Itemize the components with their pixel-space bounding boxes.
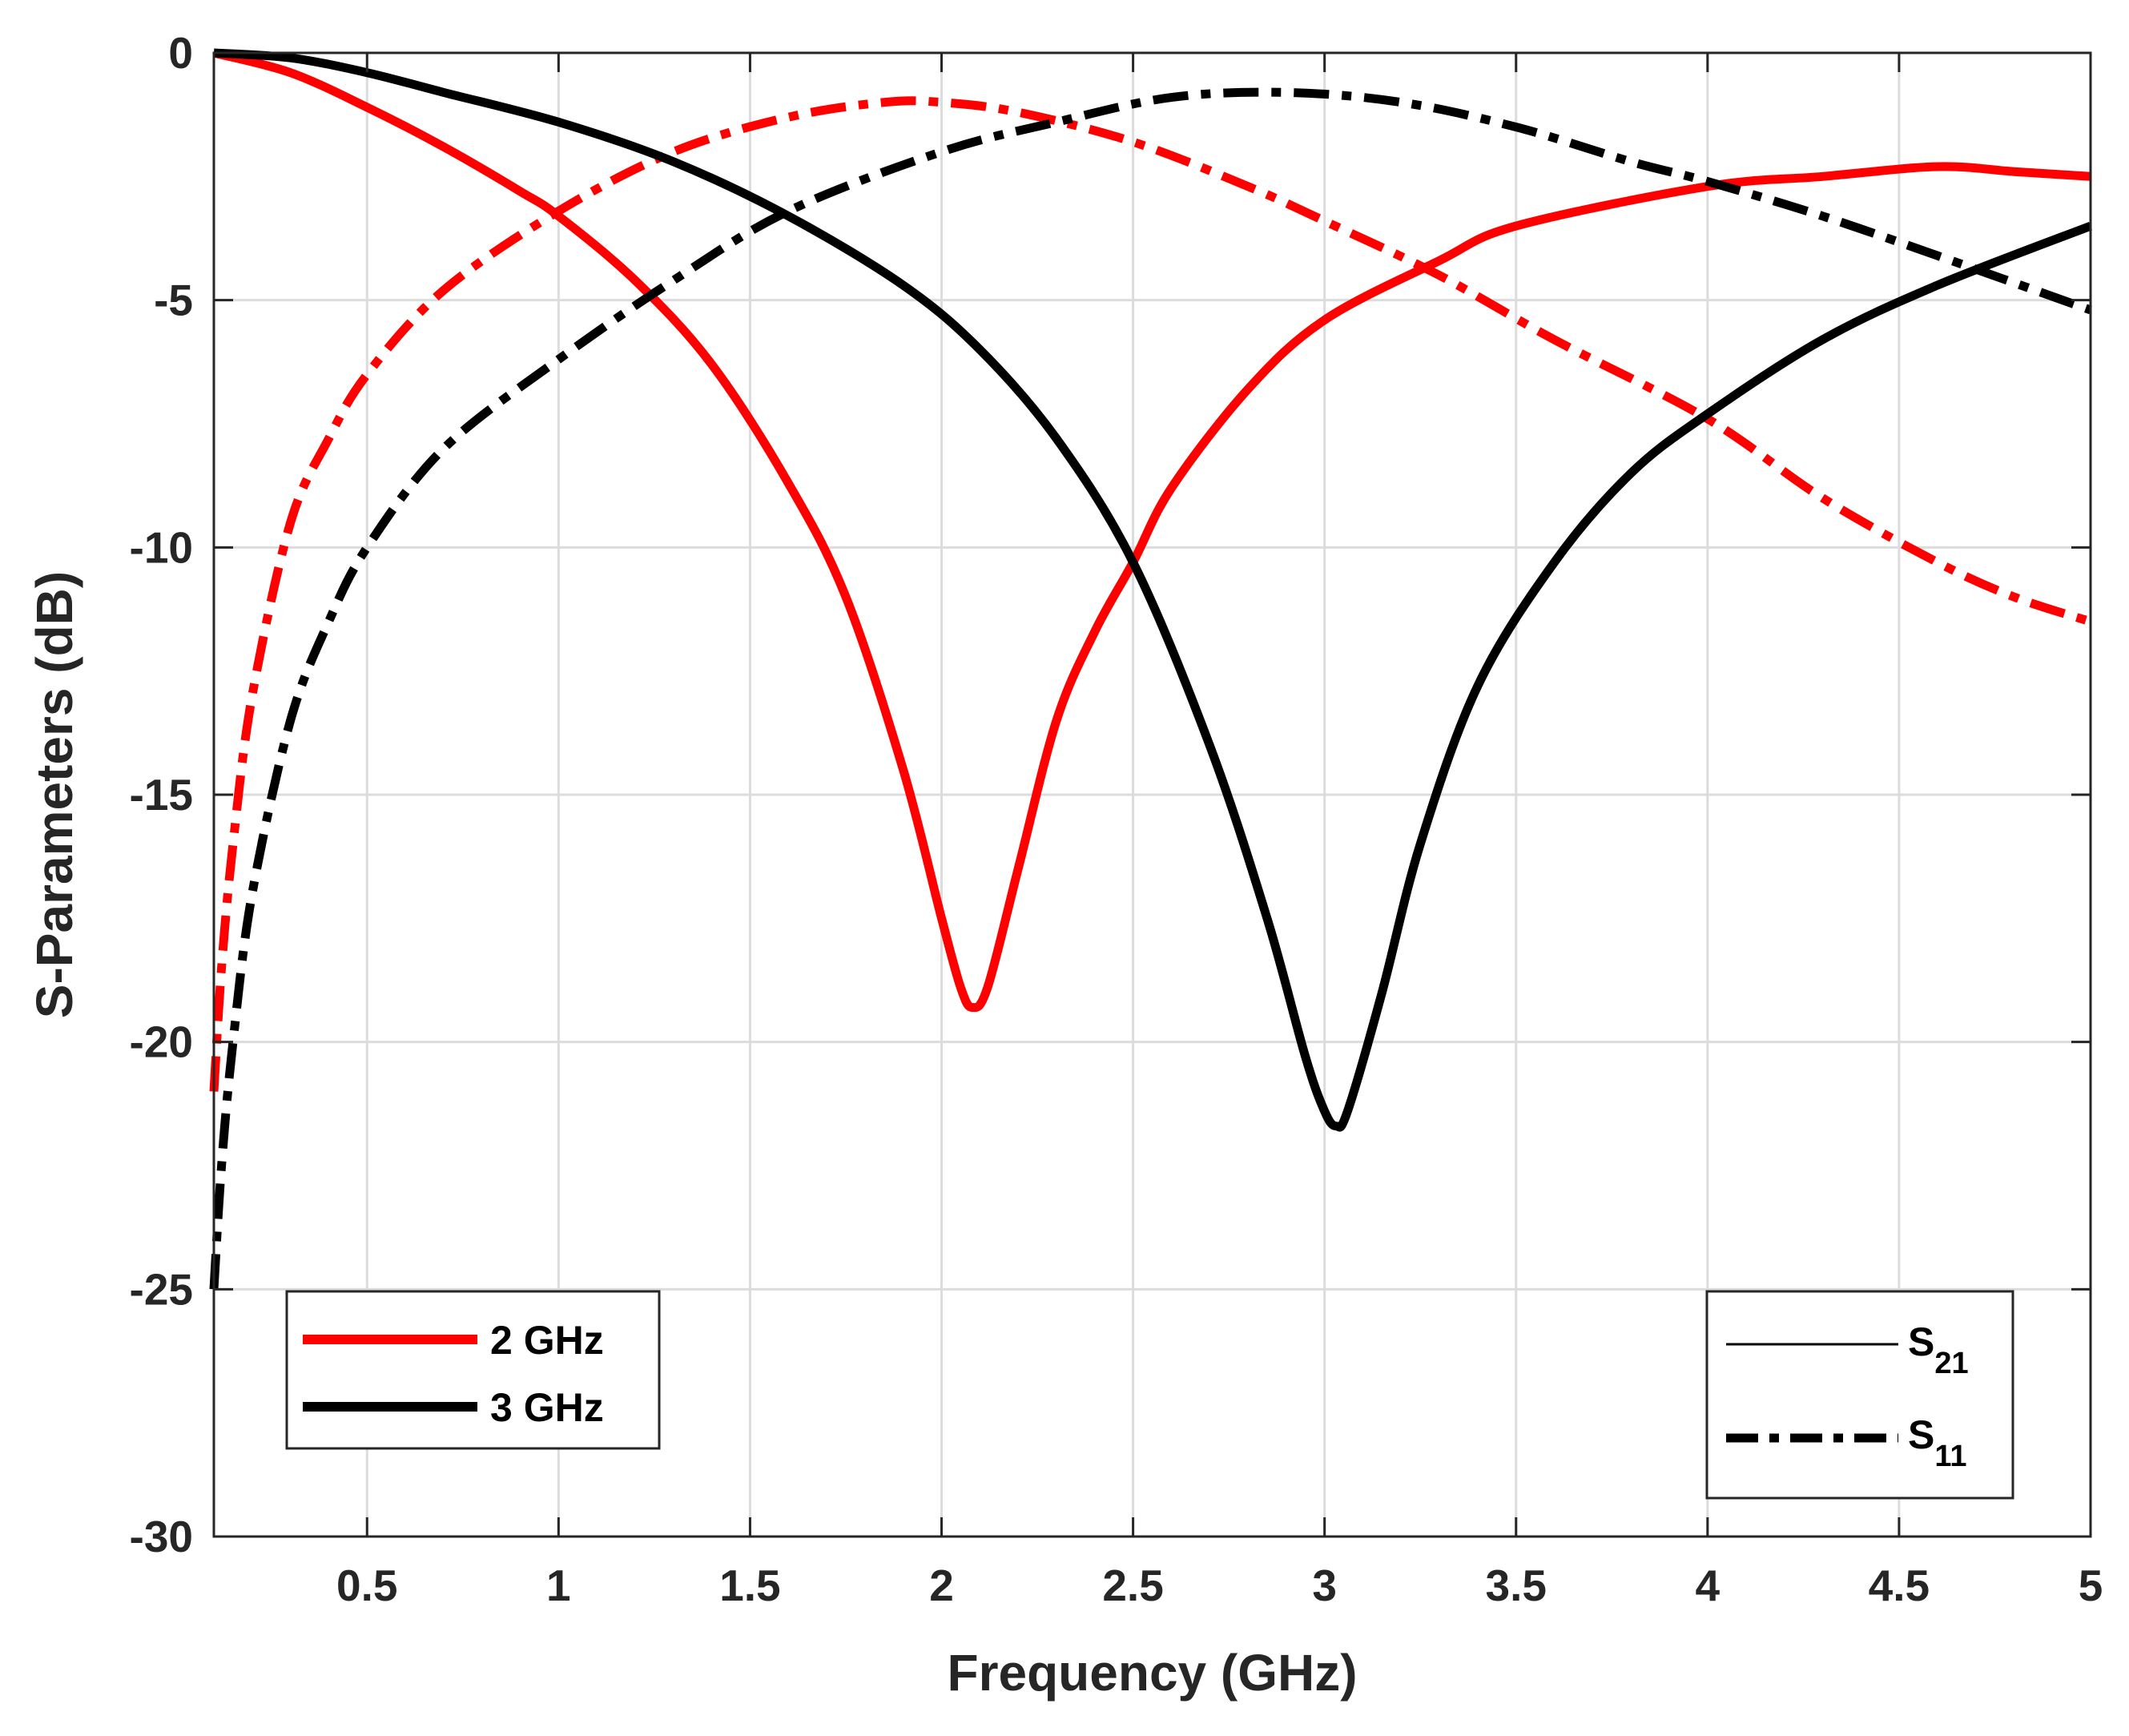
x-tick-label: 3 — [1312, 1561, 1337, 1610]
x-tick-label: 2 — [929, 1561, 954, 1610]
x-tick-label: 3.5 — [1486, 1561, 1547, 1610]
legend-label-s11: S11 — [1908, 1412, 1967, 1473]
x-tick-label: 0.5 — [336, 1561, 397, 1610]
tick-labels: 0.5 1 1.5 2 2.5 3 3.5 4 4.5 5 0 -5 -10 -15 -20 -25 -30 — [130, 28, 2103, 1610]
x-tick-label: 5 — [2079, 1561, 2103, 1610]
x-tick-label: 1.5 — [719, 1561, 780, 1610]
legend-params: S21 S11 — [1705, 1290, 2014, 1500]
y-tick-label: -15 — [130, 770, 194, 820]
legend-designs: 2 GHz 3 GHz — [285, 1290, 661, 1450]
x-tick-label: 4.5 — [1869, 1561, 1930, 1610]
ticks — [214, 51, 2092, 1538]
y-tick-label: 0 — [168, 28, 193, 78]
y-tick-label: -25 — [130, 1264, 194, 1314]
x-tick-label: 1 — [546, 1561, 571, 1610]
series-2ghz-s21 — [212, 48, 2091, 1013]
y-axis-label: S-Parameters (dB) — [26, 571, 83, 1018]
series-group — [209, 48, 2092, 1290]
y-tick-label: -10 — [130, 522, 194, 572]
y-tick-label: -20 — [130, 1017, 194, 1067]
x-tick-label: 4 — [1696, 1561, 1721, 1610]
x-tick-label: 2.5 — [1102, 1561, 1163, 1610]
legend-label-s21: S21 — [1908, 1319, 1969, 1380]
legend-label-2ghz: 2 GHz — [490, 1318, 604, 1363]
series-3ghz-s21 — [213, 48, 2092, 1132]
series-3ghz-s11 — [209, 87, 2092, 1290]
y-tick-label: -5 — [154, 276, 193, 325]
y-tick-label: -30 — [130, 1512, 194, 1561]
legend-designs-box — [285, 1290, 661, 1450]
series-2ghz-s11 — [209, 96, 2092, 1092]
legend-label-3ghz: 3 GHz — [490, 1385, 604, 1430]
legend-params-box — [1705, 1290, 2014, 1500]
x-axis-label: Frequency (GHz) — [947, 1644, 1357, 1702]
